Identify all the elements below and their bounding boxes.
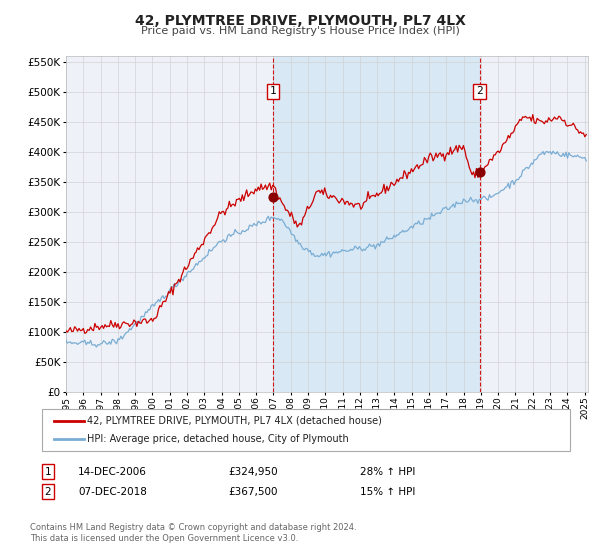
Text: HPI: Average price, detached house, City of Plymouth: HPI: Average price, detached house, City… bbox=[87, 434, 349, 444]
Text: 15% ↑ HPI: 15% ↑ HPI bbox=[360, 487, 415, 497]
Text: 2: 2 bbox=[44, 487, 52, 497]
Point bbox=[268, 193, 277, 202]
Text: 14-DEC-2006: 14-DEC-2006 bbox=[78, 466, 147, 477]
Text: 2: 2 bbox=[476, 86, 483, 96]
Text: 42, PLYMTREE DRIVE, PLYMOUTH, PL7 4LX (detached house): 42, PLYMTREE DRIVE, PLYMOUTH, PL7 4LX (d… bbox=[87, 416, 382, 426]
Text: Price paid vs. HM Land Registry's House Price Index (HPI): Price paid vs. HM Land Registry's House … bbox=[140, 26, 460, 36]
Text: £324,950: £324,950 bbox=[228, 466, 278, 477]
Bar bbox=[272, 56, 479, 392]
Text: 28% ↑ HPI: 28% ↑ HPI bbox=[360, 466, 415, 477]
Text: 1: 1 bbox=[269, 86, 276, 96]
Text: 07-DEC-2018: 07-DEC-2018 bbox=[78, 487, 147, 497]
Text: £367,500: £367,500 bbox=[228, 487, 277, 497]
Text: 42, PLYMTREE DRIVE, PLYMOUTH, PL7 4LX: 42, PLYMTREE DRIVE, PLYMOUTH, PL7 4LX bbox=[134, 14, 466, 28]
Text: This data is licensed under the Open Government Licence v3.0.: This data is licensed under the Open Gov… bbox=[30, 534, 298, 543]
Text: 1: 1 bbox=[44, 466, 52, 477]
Text: Contains HM Land Registry data © Crown copyright and database right 2024.: Contains HM Land Registry data © Crown c… bbox=[30, 523, 356, 532]
Point bbox=[475, 167, 484, 176]
